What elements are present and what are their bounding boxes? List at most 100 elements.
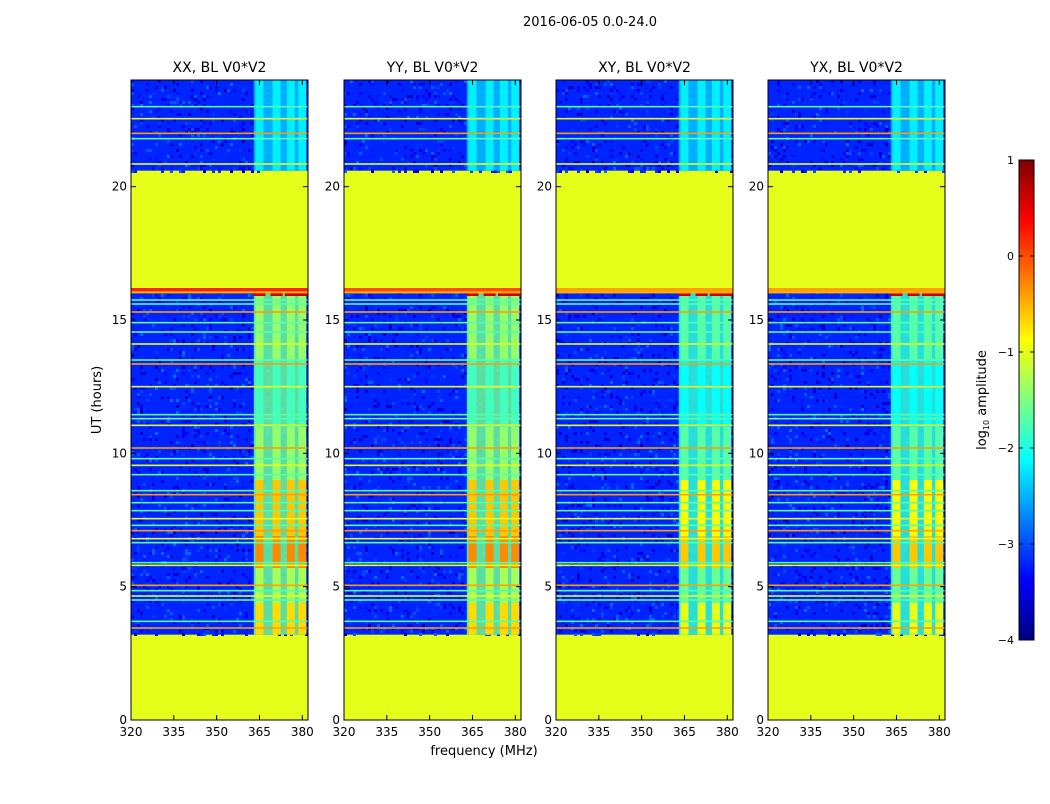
noise-pixel xyxy=(437,95,440,98)
noise-pixel xyxy=(167,546,170,549)
noise-pixel xyxy=(655,134,658,137)
noise-pixel xyxy=(676,603,679,606)
noise-pixel xyxy=(152,615,155,618)
noise-pixel xyxy=(464,438,467,441)
noise-pixel xyxy=(209,396,212,399)
noise-pixel xyxy=(601,372,604,375)
noise-pixel xyxy=(194,573,197,576)
noise-pixel xyxy=(167,513,170,516)
noise-pixel xyxy=(350,315,353,318)
noise-pixel xyxy=(401,327,404,330)
rfi-line xyxy=(344,363,521,365)
noise-pixel xyxy=(571,498,574,501)
noise-pixel xyxy=(676,408,679,411)
noise-pixel xyxy=(416,405,419,408)
noise-pixel xyxy=(356,101,359,104)
noise-pixel xyxy=(637,576,640,579)
y-tick-label: 20 xyxy=(325,180,340,194)
noise-pixel xyxy=(670,327,673,330)
noise-pixel xyxy=(443,432,446,435)
noise-pixel xyxy=(607,504,610,507)
noise-pixel xyxy=(592,369,595,372)
noise-pixel xyxy=(443,375,446,378)
noise-pixel xyxy=(658,411,661,414)
noise-pixel xyxy=(649,420,652,423)
noise-pixel xyxy=(242,98,245,101)
noise-pixel xyxy=(565,507,568,510)
noise-pixel xyxy=(577,113,580,116)
noise-pixel xyxy=(185,615,188,618)
noise-pixel xyxy=(242,573,245,576)
rfi-line xyxy=(344,530,521,532)
noise-pixel xyxy=(571,140,574,143)
noise-pixel xyxy=(425,438,428,441)
noise-pixel xyxy=(604,567,607,570)
noise-pixel xyxy=(455,624,458,627)
noise-pixel xyxy=(637,83,640,86)
noise-pixel xyxy=(583,549,586,552)
noise-pixel xyxy=(392,549,395,552)
noise-pixel xyxy=(628,152,631,155)
noise-pixel xyxy=(356,294,359,297)
noise-pixel xyxy=(422,486,425,489)
x-tick-label: 365 xyxy=(248,725,271,739)
noise-pixel xyxy=(215,435,218,438)
noise-pixel xyxy=(667,143,670,146)
noise-pixel xyxy=(658,315,661,318)
noise-pixel xyxy=(410,420,413,423)
noise-pixel xyxy=(170,101,173,104)
noise-pixel xyxy=(562,92,565,95)
noise-pixel xyxy=(347,345,350,348)
noise-pixel xyxy=(610,429,613,432)
noise-pixel xyxy=(155,167,158,170)
rfi-line xyxy=(344,359,521,361)
noise-pixel xyxy=(236,435,239,438)
noise-pixel xyxy=(446,477,449,480)
noise-pixel xyxy=(389,405,392,408)
noise-pixel xyxy=(194,609,197,612)
noise-pixel xyxy=(434,158,437,161)
noise-pixel xyxy=(233,372,236,375)
noise-pixel xyxy=(200,318,203,321)
noise-pixel xyxy=(461,546,464,549)
noise-pixel xyxy=(395,552,398,555)
noise-pixel xyxy=(458,444,461,447)
noise-pixel xyxy=(449,348,452,351)
noise-pixel xyxy=(212,405,215,408)
noise-pixel xyxy=(137,396,140,399)
noise-pixel xyxy=(383,471,386,474)
noise-pixel xyxy=(368,381,371,384)
rfi-line xyxy=(344,590,521,592)
noise-pixel xyxy=(194,498,197,501)
noise-pixel xyxy=(568,318,571,321)
rfi-line xyxy=(344,565,521,567)
noise-pixel xyxy=(637,441,640,444)
noise-pixel xyxy=(398,477,401,480)
noise-pixel xyxy=(607,549,610,552)
noise-pixel xyxy=(604,351,607,354)
noise-pixel xyxy=(401,555,404,558)
noise-pixel xyxy=(230,471,233,474)
noise-pixel xyxy=(377,435,380,438)
noise-pixel xyxy=(613,294,616,297)
noise-pixel xyxy=(598,633,601,636)
noise-pixel xyxy=(455,432,458,435)
noise-pixel xyxy=(185,546,188,549)
rfi-line xyxy=(344,621,521,623)
noise-pixel xyxy=(176,149,179,152)
noise-pixel xyxy=(589,405,592,408)
noise-pixel xyxy=(203,477,206,480)
noise-pixel xyxy=(616,110,619,113)
noise-pixel xyxy=(209,630,212,633)
noise-pixel xyxy=(604,83,607,86)
rfi-line xyxy=(131,465,308,467)
noise-pixel xyxy=(434,339,437,342)
noise-pixel xyxy=(458,420,461,423)
x-tick-label: 380 xyxy=(504,725,527,739)
noise-pixel xyxy=(437,152,440,155)
noise-pixel xyxy=(359,336,362,339)
noise-pixel xyxy=(395,315,398,318)
noise-pixel xyxy=(670,549,673,552)
noise-pixel xyxy=(404,486,407,489)
noise-pixel xyxy=(362,366,365,369)
